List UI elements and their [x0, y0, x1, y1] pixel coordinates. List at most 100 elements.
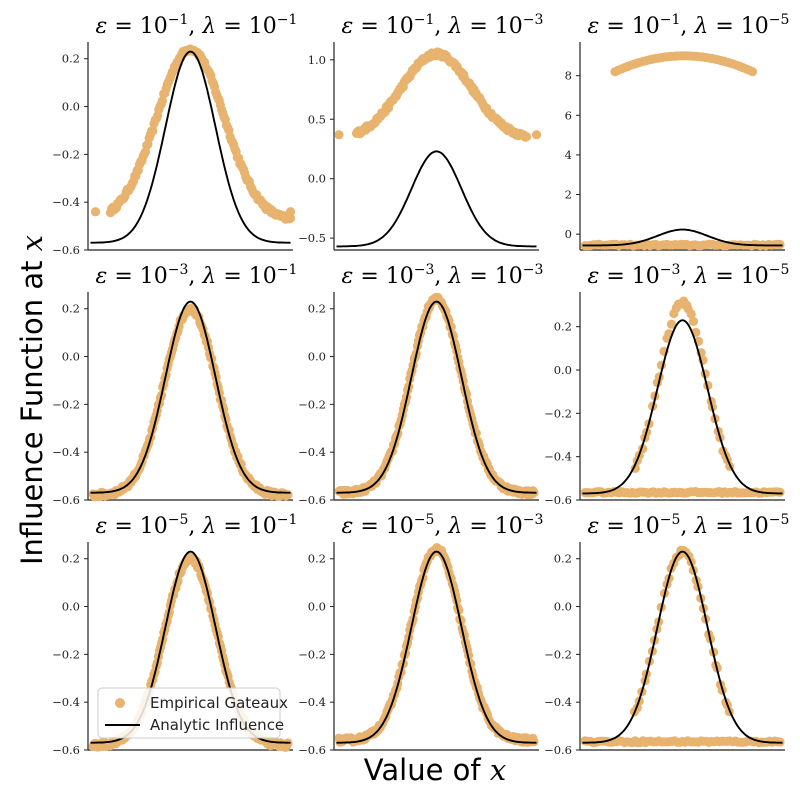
empirical-point — [688, 316, 699, 326]
panel-p22: ε = 10−5, λ = 10−5 −0.6 −0.4 −0.2 0.0 0.2 — [544, 512, 789, 757]
title-epsilon-exponent: −1 — [414, 12, 435, 28]
y-tick-label: 0.0 — [308, 350, 326, 364]
y-tick-label: 0.2 — [62, 52, 80, 66]
y-tick-label: 0.2 — [62, 552, 80, 566]
y-tick-label: 2 — [565, 188, 572, 202]
y-tick-label: 0.0 — [554, 600, 572, 614]
y-tick-label: −0.4 — [52, 695, 80, 709]
panel-p11: ε = 10−3, λ = 10−3 −0.6 −0.4 −0.2 0.0 0.2 — [298, 262, 543, 507]
title-lambda-exponent: −3 — [523, 262, 544, 278]
title-epsilon-exponent: −3 — [660, 262, 681, 278]
y-tick-label: −0.6 — [298, 743, 326, 757]
y-tick-label: 0.0 — [62, 350, 80, 364]
title-epsilon-exponent: −1 — [168, 12, 189, 28]
legend-label-empirical: Empirical Gateaux — [150, 694, 288, 712]
y-tick-label: −0.4 — [544, 450, 572, 464]
y-tick-label: 0 — [565, 227, 572, 241]
title-epsilon-exponent: −3 — [414, 262, 435, 278]
panel-p12: ε = 10−3, λ = 10−5 −0.6 −0.4 −0.2 0.0 0.2 — [544, 262, 789, 507]
empirical-point — [157, 96, 167, 106]
title-epsilon-exponent: −5 — [414, 512, 435, 528]
legend: Empirical Gateaux Analytic Influence — [97, 687, 288, 739]
y-tick-label: −0.2 — [544, 406, 572, 420]
y-tick-label: −0.2 — [544, 647, 572, 661]
y-tick-label: 0.0 — [62, 100, 80, 114]
empirical-point — [686, 309, 696, 319]
panel-title: ε = 10−3, λ = 10−3 — [342, 262, 544, 289]
panel-title: ε = 10−1, λ = 10−1 — [96, 12, 298, 39]
x-axis-label: Value of x — [364, 753, 506, 787]
panel-p21: ε = 10−5, λ = 10−3 −0.6 −0.4 −0.2 0.0 0.2 — [298, 512, 543, 757]
y-tick-label: 0.2 — [554, 552, 572, 566]
panels-grid: ε = 10−1, λ = 10−1−0.6−0.4−0.20.00.2ε = … — [52, 12, 789, 757]
panel-title: ε = 10−1, λ = 10−5 — [588, 12, 790, 39]
analytic-curve — [336, 300, 537, 494]
y-tick-label: −0.4 — [298, 445, 326, 459]
panel-title: ε = 10−5, λ = 10−3 — [342, 512, 544, 539]
y-tick-label: −0.6 — [298, 493, 326, 507]
legend-frame — [97, 687, 281, 739]
y-tick-label: −0.2 — [298, 647, 326, 661]
title-epsilon-exponent: −3 — [168, 262, 189, 278]
y-axis-label: Influence Function at x — [15, 235, 49, 565]
title-lambda-exponent: −5 — [769, 512, 790, 528]
y-tick-label: 0.0 — [308, 172, 326, 186]
y-tick-label: −0.4 — [52, 445, 80, 459]
y-axis-label-prefix: Influence Function at — [15, 251, 49, 565]
empirical-point — [285, 213, 296, 223]
panel-p02: ε = 10−1, λ = 10−5 0 2 4 6 8 — [565, 12, 790, 251]
panel-title: ε = 10−3, λ = 10−1 — [96, 262, 298, 289]
legend-label-analytic: Analytic Influence — [150, 716, 284, 734]
y-tick-label: 0.2 — [62, 302, 80, 316]
x-axis-label-prefix: Value of — [364, 753, 490, 787]
empirical-point — [90, 207, 101, 217]
y-tick-label: −0.6 — [52, 743, 80, 757]
y-tick-label: 8 — [565, 69, 572, 83]
title-lambda-exponent: −1 — [277, 262, 298, 278]
analytic-curve — [582, 228, 783, 247]
empirical-point — [334, 130, 344, 140]
y-tick-label: 6 — [565, 108, 572, 122]
y-tick-label: −0.2 — [298, 397, 326, 411]
y-tick-label: −0.4 — [52, 195, 80, 209]
panel-title: ε = 10−3, λ = 10−5 — [588, 262, 790, 289]
y-tick-label: −0.2 — [52, 147, 80, 161]
y-tick-label: −0.2 — [52, 647, 80, 661]
y-tick-label: −0.4 — [298, 695, 326, 709]
y-tick-label: −0.6 — [544, 493, 572, 507]
title-epsilon-exponent: −5 — [660, 512, 681, 528]
empirical-point — [521, 132, 532, 142]
x-axis-label-var: x — [490, 753, 506, 787]
empirical-point — [531, 130, 542, 140]
y-tick-label: −0.4 — [544, 695, 572, 709]
empirical-point — [775, 487, 785, 497]
y-tick-label: 4 — [565, 148, 572, 162]
empirical-point — [285, 207, 296, 217]
analytic-curve — [336, 550, 537, 744]
analytic-curve — [90, 300, 291, 494]
empirical-point — [283, 490, 293, 500]
y-axis-label-var: x — [15, 235, 49, 251]
panel-p00: ε = 10−1, λ = 10−1 −0.6 −0.4 −0.2 0.0 0.2 — [52, 12, 297, 257]
y-tick-label: 0.2 — [554, 320, 572, 334]
title-lambda-exponent: −5 — [769, 12, 790, 28]
title-epsilon-exponent: −1 — [660, 12, 681, 28]
title-lambda-exponent: −1 — [277, 12, 298, 28]
title-epsilon-exponent: −5 — [168, 512, 189, 528]
panel-title: ε = 10−1, λ = 10−3 — [342, 12, 544, 39]
empirical-point — [529, 737, 539, 747]
y-tick-label: −0.2 — [52, 397, 80, 411]
title-lambda-exponent: −1 — [277, 512, 298, 528]
y-tick-label: −0.5 — [298, 231, 326, 245]
title-lambda-exponent: −3 — [523, 12, 544, 28]
empirical-point — [148, 126, 158, 136]
y-tick-label: 0.0 — [554, 363, 572, 377]
y-tick-label: −0.6 — [544, 743, 572, 757]
title-lambda-exponent: −3 — [523, 512, 544, 528]
y-tick-label: 0.2 — [308, 552, 326, 566]
y-tick-label: 0.0 — [62, 600, 80, 614]
panel-p10: ε = 10−3, λ = 10−1 −0.6 −0.4 −0.2 0.0 0.2 — [52, 262, 297, 507]
analytic-curve — [336, 150, 537, 248]
y-tick-label: −0.6 — [52, 493, 80, 507]
